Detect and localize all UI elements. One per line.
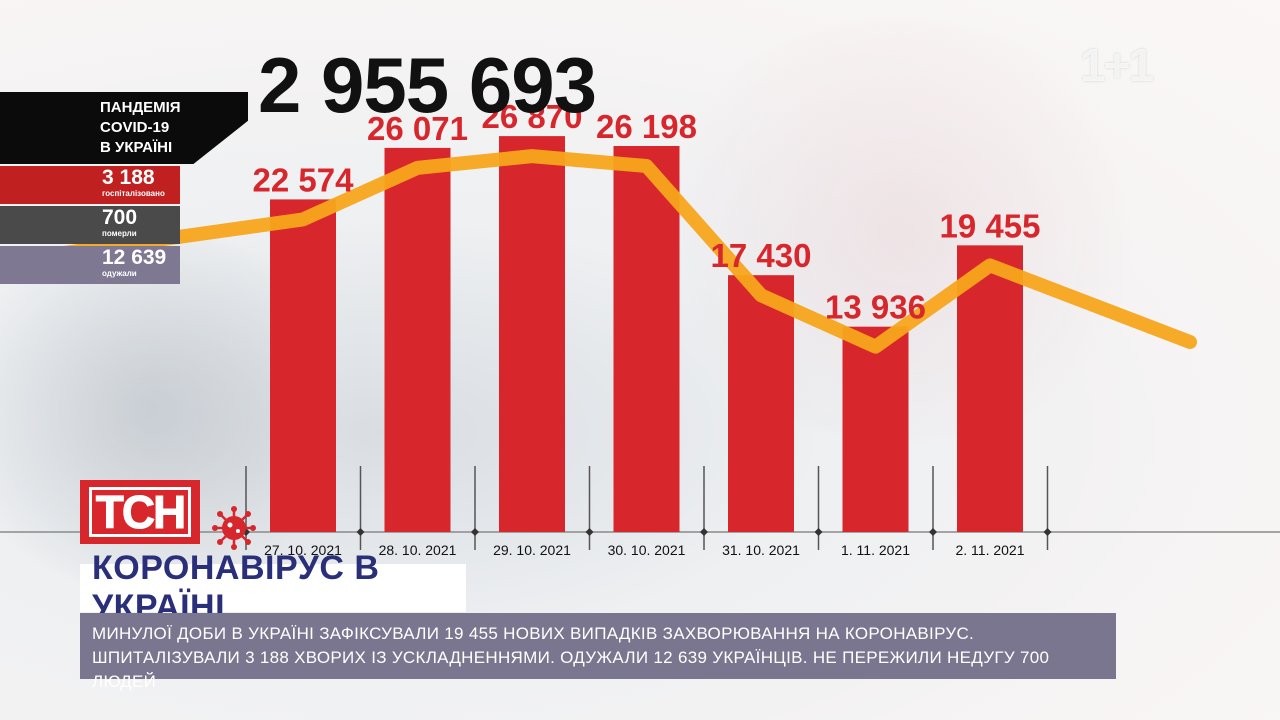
tsn-logo: ТСН [80, 480, 200, 544]
category-label: 31. 10. 2021 [722, 542, 800, 558]
bar [957, 245, 1023, 532]
stat-value: 12 639 [102, 246, 167, 269]
bar-value-label: 19 455 [940, 207, 1041, 244]
separator-marker [356, 528, 365, 536]
bar [842, 326, 909, 532]
bar-value-label: 13 936 [825, 289, 926, 326]
stat-recovered: 12 639 одужали [0, 246, 180, 284]
bar [499, 136, 565, 532]
category-label: 28. 10. 2021 [379, 542, 457, 558]
stat-label: госпіталізовано [102, 189, 165, 198]
bar [613, 146, 680, 533]
category-label: 29. 10. 2021 [493, 542, 571, 558]
virus-icon [212, 506, 256, 550]
bar [270, 199, 336, 532]
trend-line [0, 149, 1197, 354]
stat-died: 700 померли [0, 206, 180, 244]
category-label: 2. 11. 2021 [955, 542, 1024, 558]
category-label: 27. 10. 2021 [264, 542, 342, 558]
bar-value-label: 26 071 [367, 110, 468, 147]
bar-value-label: 17 430 [711, 237, 812, 274]
category-label: 1. 11. 2021 [841, 542, 910, 558]
stat-hospitalized: 3 188 госпіталізовано [0, 166, 180, 204]
bar-value-label: 26 198 [596, 108, 697, 145]
separator-marker [700, 528, 708, 536]
ticker-text: МИНУЛОЇ ДОБИ В УКРАЇНІ ЗАФІКСУВАЛИ 19 45… [92, 624, 1050, 691]
tsn-logo-text: ТСН [88, 487, 192, 537]
total-cases-count: 2 955 693 [258, 41, 597, 129]
category-label: 30. 10. 2021 [608, 542, 686, 558]
separator-marker [929, 528, 937, 536]
bar-value-label: 22 574 [253, 161, 355, 198]
bar [728, 275, 794, 532]
stat-value: 3 188 [102, 166, 155, 189]
separator-marker [585, 528, 594, 536]
separator-marker [814, 528, 823, 536]
channel-watermark: 1+1 [1080, 39, 1154, 91]
bar [384, 147, 451, 532]
stat-label: померли [102, 229, 137, 238]
news-ticker: МИНУЛОЇ ДОБИ В УКРАЇНІ ЗАФІКСУВАЛИ 19 45… [80, 613, 1116, 691]
headline-box: КОРОНАВІРУС В УКРАЇНІ [80, 549, 466, 626]
panel-title-box [0, 92, 248, 164]
stat-label: одужали [102, 269, 137, 278]
stat-value: 700 [102, 206, 138, 229]
panel-title-line: COVID-19 [100, 119, 170, 136]
bar-value-label: 26 870 [482, 98, 583, 135]
panel-title: ПАНДЕМІЯ COVID-19 В УКРАЇНІ [100, 98, 220, 158]
panel-title-line: ПАНДЕМІЯ [100, 99, 181, 116]
panel-title-line: В УКРАЇНІ [100, 139, 173, 156]
separator-marker [1043, 528, 1052, 536]
separator-marker [471, 528, 479, 536]
